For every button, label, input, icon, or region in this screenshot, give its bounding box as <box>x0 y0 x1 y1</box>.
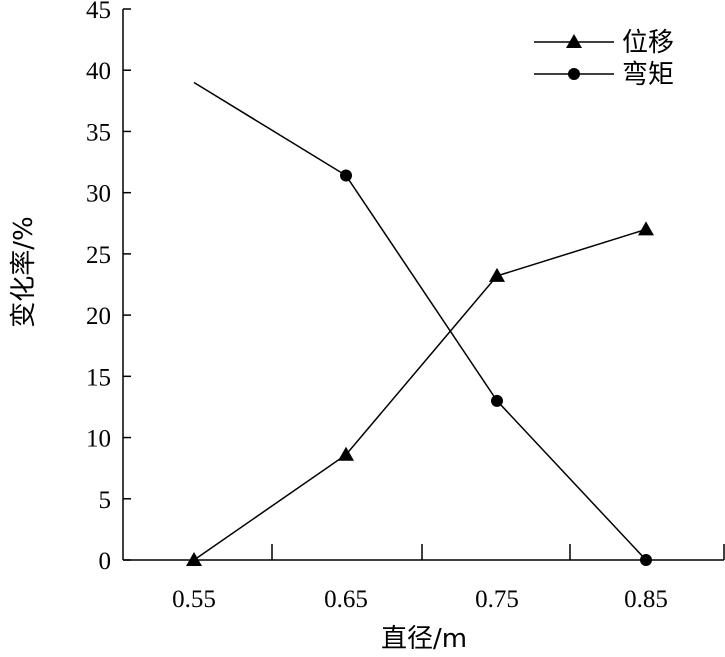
legend: 位移 弯矩 <box>534 28 674 90</box>
x-tick-label: 0.85 <box>624 586 668 613</box>
y-tick-label: 35 <box>86 119 111 146</box>
y-tick-label: 20 <box>86 303 111 330</box>
data-point-circle <box>491 394 503 407</box>
y-tick-label: 25 <box>86 242 111 269</box>
series-line-displacement <box>193 228 647 561</box>
data-point-triangle <box>338 446 354 461</box>
y-tick-label: 40 <box>86 58 111 85</box>
x-tick-label: 0.65 <box>324 586 368 613</box>
data-point-circle <box>640 554 652 566</box>
legend-label-displacement: 位移 <box>622 28 674 58</box>
x-tick-label: 0.75 <box>475 586 519 613</box>
y-tick-label: 30 <box>86 181 111 208</box>
data-point-triangle <box>186 552 202 566</box>
x-axis-title: 直径/m <box>381 624 467 654</box>
y-tick-label: 15 <box>86 364 111 391</box>
data-point-triangle <box>638 221 654 236</box>
series-line-moment <box>193 81 647 561</box>
x-ticks: 0.55 0.65 0.75 0.85 <box>172 544 725 613</box>
y-tick-label: 10 <box>86 426 111 453</box>
y-ticks: 0 5 10 15 20 25 30 35 40 45 <box>86 0 131 575</box>
data-point-circle <box>340 169 352 182</box>
axes <box>122 9 724 561</box>
y-tick-label: 0 <box>99 548 112 575</box>
x-tick-label: 0.55 <box>172 586 216 613</box>
legend-marker-circle <box>568 68 580 80</box>
legend-label-moment: 弯矩 <box>622 60 674 90</box>
y-axis-title: 变化率/% <box>9 216 39 327</box>
y-tick-label: 5 <box>99 487 112 514</box>
series-group <box>186 81 654 566</box>
legend-marker-triangle <box>566 34 582 48</box>
y-tick-label: 45 <box>86 0 111 24</box>
data-point-triangle <box>489 267 505 282</box>
